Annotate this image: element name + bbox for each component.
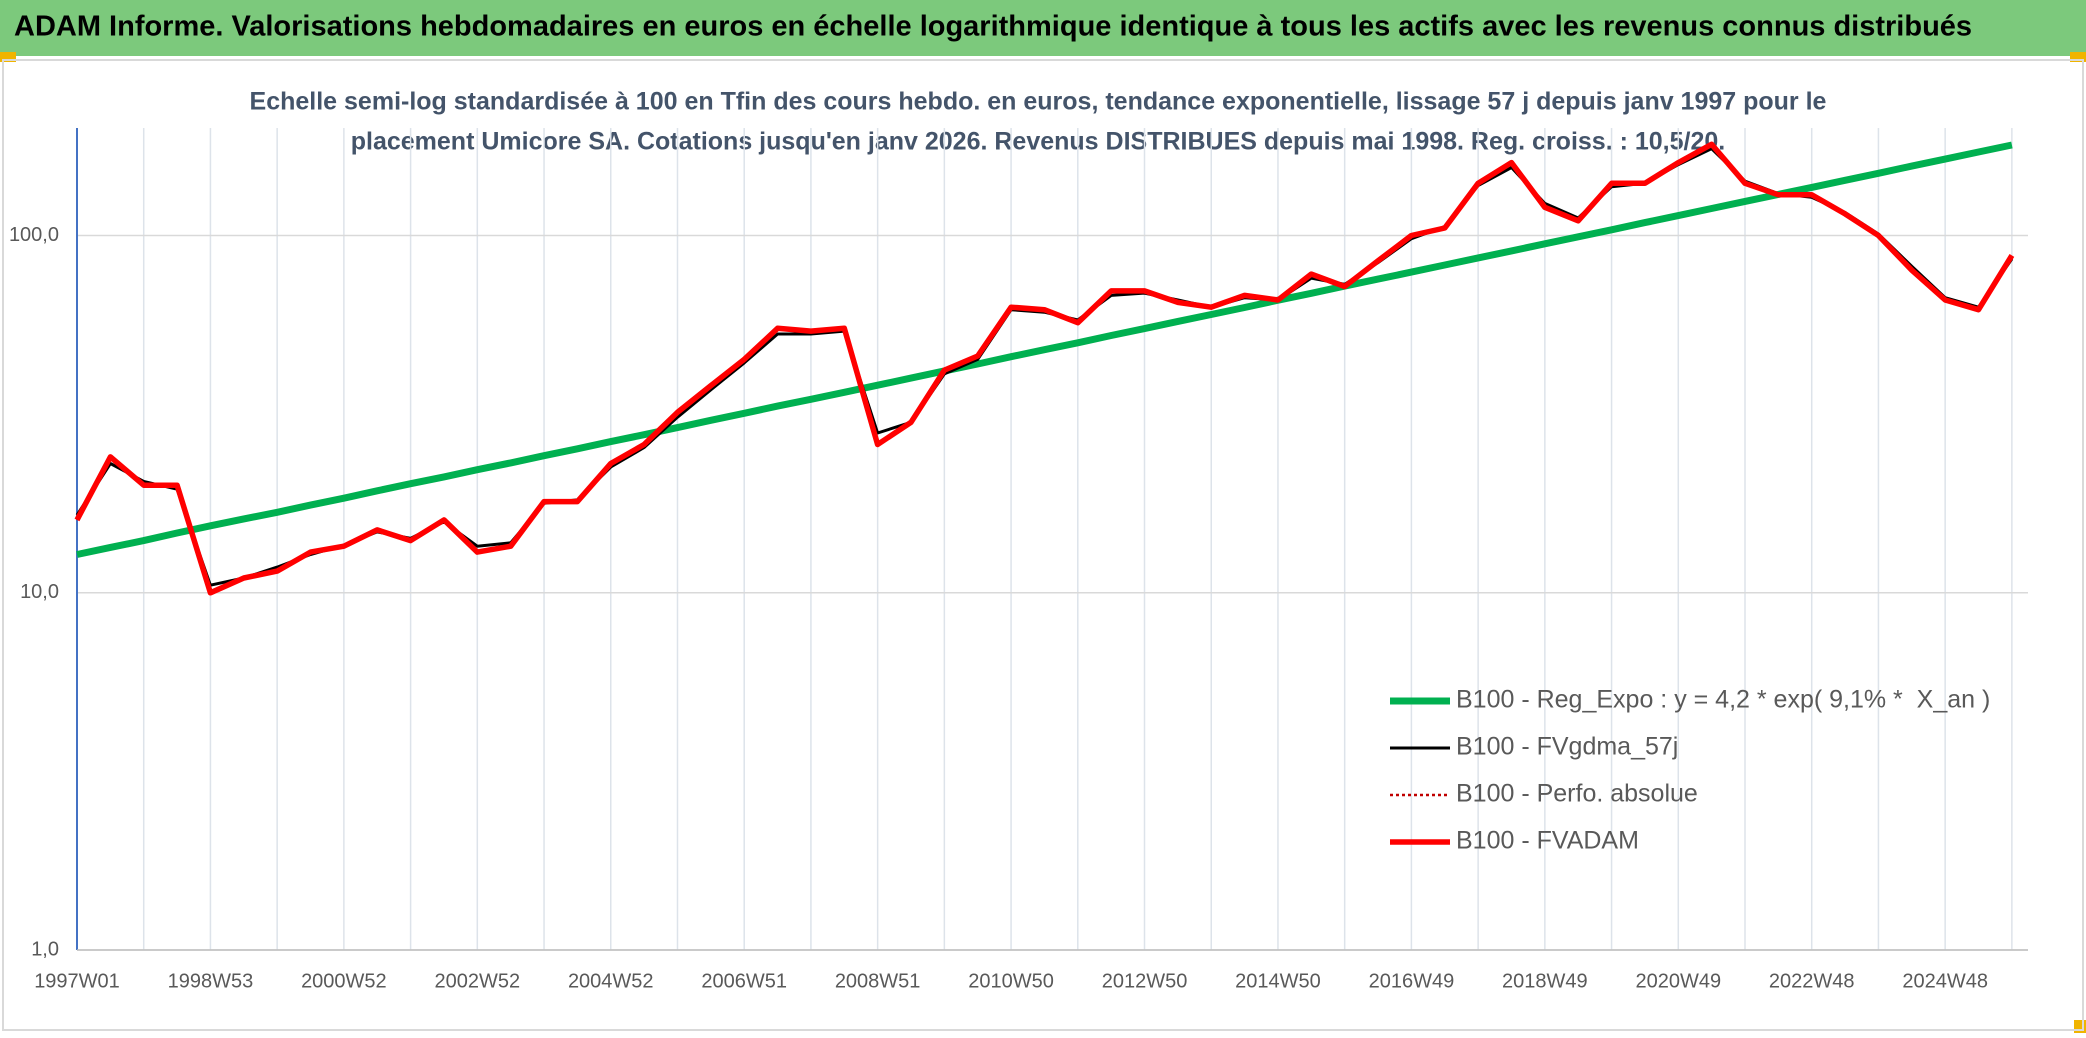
chart-title: ADAM Informe. Valorisations hebdomadaire… (14, 11, 1972, 43)
x-tick-label: 1998W53 (168, 970, 254, 992)
x-tick-label: 2016W49 (1369, 970, 1455, 992)
x-tick-label: 2012W50 (1102, 970, 1188, 992)
y-tick-label: 1,0 (31, 938, 59, 960)
x-tick-label: 2008W51 (835, 970, 921, 992)
chart-frame (2, 59, 2084, 1031)
series-line (76, 141, 2013, 558)
chart-subtitle: Echelle semi-log standardisée à 100 en T… (250, 88, 1827, 116)
chart-subtitle: placement Umicore SA. Cotations jusqu'en… (351, 128, 1725, 156)
x-tick-label: 2020W49 (1635, 970, 1721, 992)
legend-label: B100 - FVgdma_57j (1456, 733, 1678, 761)
legend-label: B100 - FVADAM (1456, 827, 1639, 855)
x-tick-label: 1997W01 (34, 970, 120, 992)
corner (2074, 1020, 2086, 1033)
x-tick-label: 2022W48 (1769, 970, 1855, 992)
x-tick-label: 2018W49 (1502, 970, 1588, 992)
y-tick-label: 10,0 (20, 581, 59, 603)
y-tick-label: 100,0 (9, 224, 59, 246)
x-tick-label: 2014W50 (1235, 970, 1321, 992)
x-tick-label: 2000W52 (301, 970, 387, 992)
series-line (74, 141, 2015, 596)
x-tick-label: 2024W48 (1902, 970, 1988, 992)
x-tick-label: 2002W52 (435, 970, 521, 992)
corner (0, 52, 16, 62)
x-tick-label: 2004W52 (568, 970, 654, 992)
corner (2070, 52, 2086, 62)
x-tick-label: 2006W51 (701, 970, 787, 992)
plot-area: 1997W01 1998W53 2000W52 2002W52 2004W52 2006W… (9, 128, 2028, 992)
x-tick-label: 2010W50 (968, 970, 1054, 992)
legend-label: B100 - Perfo. absolue (1456, 780, 1698, 808)
legend-label: B100 - Reg_Expo : y = 4,2 * exp( 9,1% * … (1456, 686, 1990, 714)
header-bar (0, 0, 2086, 56)
